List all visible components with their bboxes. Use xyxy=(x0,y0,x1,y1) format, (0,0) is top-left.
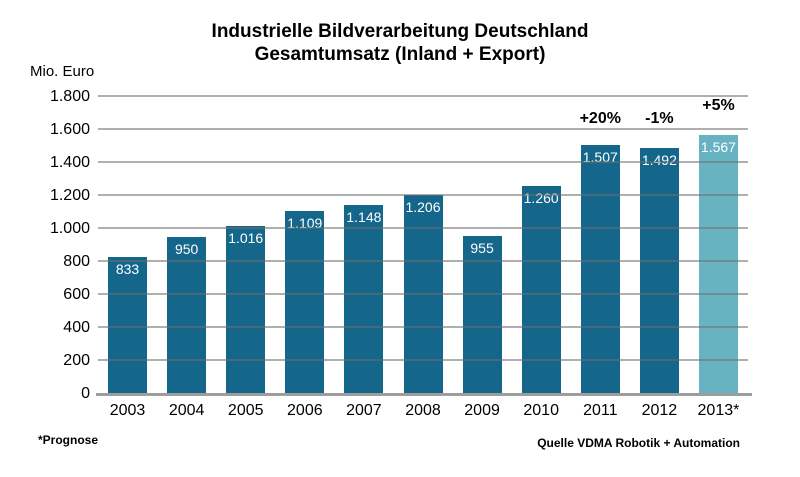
chart-title: Industrielle Bildverarbeitung Deutschlan… xyxy=(0,20,800,66)
bar-value-label: 1.016 xyxy=(228,230,264,247)
x-tick-label: 2011 xyxy=(583,402,618,419)
y-tick-label: 800 xyxy=(63,253,90,270)
gridline xyxy=(98,161,748,163)
x-tick-label: 2003 xyxy=(109,402,146,419)
growth-annotation: +5% xyxy=(702,97,735,114)
bar-value-label: 1.148 xyxy=(346,208,382,225)
y-tick-label: 400 xyxy=(63,319,90,336)
x-tick-label: 2007 xyxy=(346,402,382,419)
bar: 1.567 xyxy=(698,135,738,394)
bar-value-label: 1.206 xyxy=(405,199,441,216)
bar: 955 xyxy=(462,236,502,394)
gridline xyxy=(98,95,748,97)
y-tick-label: 1.600 xyxy=(49,121,90,138)
gridline xyxy=(98,227,748,229)
bar: 950 xyxy=(167,237,207,394)
x-tick-label: 2004 xyxy=(168,402,205,419)
gridline xyxy=(98,128,748,130)
x-tick-label: 2010 xyxy=(523,402,559,419)
x-tick-label: 2009 xyxy=(464,402,500,419)
gridline xyxy=(98,194,748,196)
footnote: *Prognose xyxy=(38,433,99,447)
plot-area: 833 950 1.016 1.109 1.148 1.206 955 1.260 1.507 1… xyxy=(96,95,752,396)
x-tick-label: 2008 xyxy=(405,402,441,419)
y-tick-label: 200 xyxy=(63,352,90,369)
bar: 1.260 xyxy=(521,186,561,394)
chart-title-line1: Industrielle Bildverarbeitung Deutschlan… xyxy=(211,21,589,42)
gridline xyxy=(98,293,748,295)
bar-value-label: 833 xyxy=(115,260,140,277)
y-tick-label: 1.400 xyxy=(49,154,90,171)
x-axis-baseline xyxy=(96,393,752,396)
x-tick-label: 2006 xyxy=(287,402,323,419)
bar-value-label: 1.260 xyxy=(523,190,559,207)
x-tick-label: 2012 xyxy=(641,402,678,419)
y-axis-unit-label: Mio. Euro xyxy=(30,63,95,80)
bar: 1.492 xyxy=(639,147,679,394)
bar-value-label: 1.492 xyxy=(641,151,677,168)
y-tick-label: 1.200 xyxy=(49,187,90,204)
growth-annotation: -1% xyxy=(645,110,674,127)
bar: 1.109 xyxy=(285,211,325,394)
gridline xyxy=(98,260,748,262)
bar: 1.507 xyxy=(580,145,620,394)
x-tick-label: 2013* xyxy=(697,402,740,419)
bar-value-label: 950 xyxy=(174,241,199,258)
y-tick-label: 600 xyxy=(63,286,90,303)
y-tick-label: 1.000 xyxy=(49,220,90,237)
x-tick-label: 2005 xyxy=(227,402,264,419)
source-credit: Quelle VDMA Robotik + Automation xyxy=(537,436,740,450)
gridline xyxy=(98,326,748,328)
chart-title-line2: Gesamtumsatz (Inland + Export) xyxy=(254,44,546,65)
y-tick-label: 1.800 xyxy=(49,88,90,105)
bar: 833 xyxy=(108,256,148,394)
bar-value-label: 955 xyxy=(470,240,494,257)
bar-value-label: 1.567 xyxy=(700,139,736,156)
y-tick-label: 0 xyxy=(81,385,90,402)
bar: 1.148 xyxy=(344,204,384,394)
bar: 1.016 xyxy=(226,226,266,394)
gridline xyxy=(98,359,748,361)
growth-annotation: +20% xyxy=(579,110,621,127)
